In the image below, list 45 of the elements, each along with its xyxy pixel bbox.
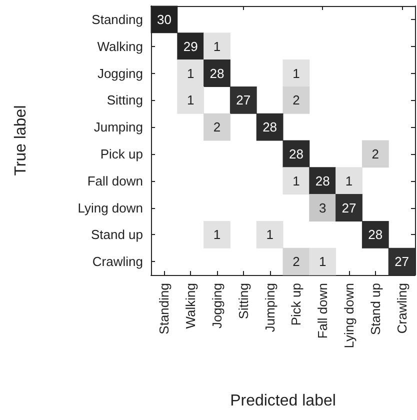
x-tick-label: Jumping: [262, 283, 278, 332]
x-tick-label: Walking: [183, 283, 198, 329]
data-label: 1: [266, 227, 274, 242]
data-label: 2: [292, 92, 300, 108]
data-label: 27: [342, 200, 356, 216]
y-tick-label: Walking: [97, 38, 143, 54]
data-label: 27: [236, 92, 251, 108]
data-label: 1: [318, 254, 326, 270]
data-label: 28: [262, 120, 278, 135]
x-tick-label: Pick up: [288, 283, 304, 326]
data-label: 28: [368, 227, 383, 242]
y-tick-label: Jogging: [97, 66, 143, 81]
data-label: 28: [288, 146, 304, 162]
data-label: 28: [210, 66, 224, 81]
x-tick-label: Stand up: [368, 283, 383, 336]
y-tick-label: Sitting: [106, 92, 143, 108]
data-label: 1: [292, 66, 300, 81]
x-axis-title: Predicted label: [230, 392, 336, 410]
y-tick-label: Crawling: [92, 254, 143, 270]
y-axis-title: True label: [12, 105, 30, 176]
y-tick-label: Standing: [92, 12, 143, 27]
data-label: 1: [292, 173, 300, 188]
data-label: 2: [213, 120, 221, 135]
data-label: 1: [186, 92, 194, 108]
x-tick-label: Crawling: [394, 283, 410, 334]
x-tick-label: Fall down: [315, 283, 330, 339]
data-label: 3: [318, 200, 326, 216]
data-label: 2: [372, 146, 380, 162]
y-tick-label: Pick up: [100, 146, 143, 162]
data-label: 1: [213, 38, 221, 54]
y-tick-label: Jumping: [94, 120, 143, 135]
data-label: 28: [315, 173, 330, 188]
y-tick-label: Fall down: [87, 173, 143, 188]
data-label: 1: [186, 66, 194, 81]
y-tick-label: Lying down: [78, 200, 143, 216]
y-tick-label: Stand up: [90, 227, 143, 242]
data-label: 2: [292, 254, 300, 270]
data-label: 27: [394, 254, 410, 270]
data-label: 29: [183, 38, 198, 54]
data-label: 30: [156, 12, 172, 27]
x-tick-label: Lying down: [342, 283, 356, 348]
x-tick-label: Jogging: [210, 283, 224, 329]
data-label: 1: [213, 227, 221, 242]
data-label: 1: [345, 173, 353, 188]
x-tick-label: Sitting: [236, 283, 251, 320]
